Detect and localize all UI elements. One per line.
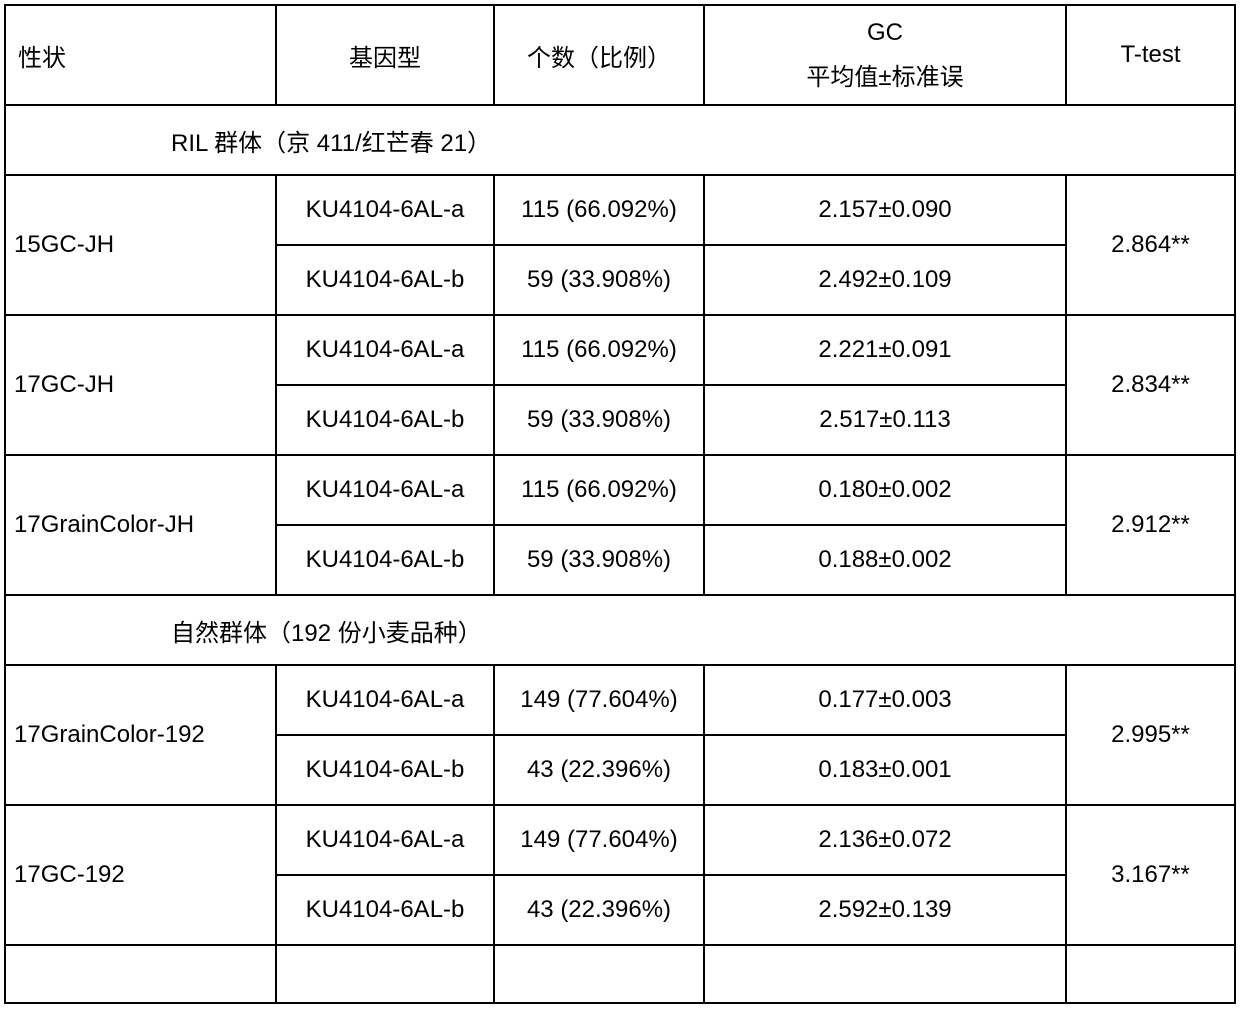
header-ttest: T-test: [1066, 5, 1235, 105]
count-cell: 115 (66.092%): [494, 455, 704, 525]
gc-cell: 2.492±0.109: [704, 245, 1066, 315]
count-cell: 149 (77.604%): [494, 665, 704, 735]
gc-cell: 0.188±0.002: [704, 525, 1066, 595]
gc-cell: 0.183±0.001: [704, 735, 1066, 805]
gc-cell: 2.136±0.072: [704, 805, 1066, 875]
genotype-cell: KU4104-6AL-b: [276, 525, 494, 595]
genotype-cell: KU4104-6AL-a: [276, 175, 494, 245]
count-cell: 43 (22.396%): [494, 875, 704, 945]
data-table: 性状 基因型 个数（比例） GC 平均值±标准误 T-test RIL 群体（京…: [4, 4, 1236, 1004]
count-cell: 43 (22.396%): [494, 735, 704, 805]
trait-cell: 17GrainColor-JH: [5, 455, 276, 595]
section-title: RIL 群体（京 411/红芒春 21）: [5, 105, 1235, 175]
count-cell: 59 (33.908%): [494, 245, 704, 315]
genotype-cell: KU4104-6AL-b: [276, 245, 494, 315]
ttest-cell: 3.167**: [1066, 805, 1235, 945]
section-row: 自然群体（192 份小麦品种）: [5, 595, 1235, 665]
table-row: 17GC-192 KU4104-6AL-a 149 (77.604%) 2.13…: [5, 805, 1235, 875]
trait-cell: 17GC-192: [5, 805, 276, 945]
header-trait: 性状: [5, 5, 276, 105]
table-row: 17GrainColor-192 KU4104-6AL-a 149 (77.60…: [5, 665, 1235, 735]
section-row: RIL 群体（京 411/红芒春 21）: [5, 105, 1235, 175]
header-genotype: 基因型: [276, 5, 494, 105]
genotype-cell: KU4104-6AL-a: [276, 805, 494, 875]
header-gc: GC 平均值±标准误: [704, 5, 1066, 105]
gc-cell: 0.177±0.003: [704, 665, 1066, 735]
empty-cell: [5, 945, 276, 1003]
table-row: 17GC-JH KU4104-6AL-a 115 (66.092%) 2.221…: [5, 315, 1235, 385]
trait-cell: 17GrainColor-192: [5, 665, 276, 805]
empty-cell: [704, 945, 1066, 1003]
empty-row: [5, 945, 1235, 1003]
count-cell: 149 (77.604%): [494, 805, 704, 875]
genotype-cell: KU4104-6AL-a: [276, 315, 494, 385]
count-cell: 59 (33.908%): [494, 385, 704, 455]
ttest-cell: 2.912**: [1066, 455, 1235, 595]
table-row: 17GrainColor-JH KU4104-6AL-a 115 (66.092…: [5, 455, 1235, 525]
gc-cell: 2.221±0.091: [704, 315, 1066, 385]
gc-cell: 2.157±0.090: [704, 175, 1066, 245]
count-cell: 115 (66.092%): [494, 315, 704, 385]
genotype-cell: KU4104-6AL-b: [276, 735, 494, 805]
header-count: 个数（比例）: [494, 5, 704, 105]
header-row: 性状 基因型 个数（比例） GC 平均值±标准误 T-test: [5, 5, 1235, 105]
trait-cell: 15GC-JH: [5, 175, 276, 315]
count-cell: 59 (33.908%): [494, 525, 704, 595]
header-gc-line2: 平均值±标准误: [806, 57, 963, 92]
genotype-cell: KU4104-6AL-a: [276, 665, 494, 735]
ttest-cell: 2.834**: [1066, 315, 1235, 455]
empty-cell: [494, 945, 704, 1003]
gc-cell: 2.517±0.113: [704, 385, 1066, 455]
ttest-cell: 2.995**: [1066, 665, 1235, 805]
genotype-cell: KU4104-6AL-a: [276, 455, 494, 525]
gc-cell: 0.180±0.002: [704, 455, 1066, 525]
trait-cell: 17GC-JH: [5, 315, 276, 455]
section-title: 自然群体（192 份小麦品种）: [5, 595, 1235, 665]
gc-cell: 2.592±0.139: [704, 875, 1066, 945]
empty-cell: [276, 945, 494, 1003]
count-cell: 115 (66.092%): [494, 175, 704, 245]
genotype-cell: KU4104-6AL-b: [276, 385, 494, 455]
table-row: 15GC-JH KU4104-6AL-a 115 (66.092%) 2.157…: [5, 175, 1235, 245]
genotype-cell: KU4104-6AL-b: [276, 875, 494, 945]
ttest-cell: 2.864**: [1066, 175, 1235, 315]
header-gc-line1: GC: [867, 19, 903, 47]
empty-cell: [1066, 945, 1235, 1003]
